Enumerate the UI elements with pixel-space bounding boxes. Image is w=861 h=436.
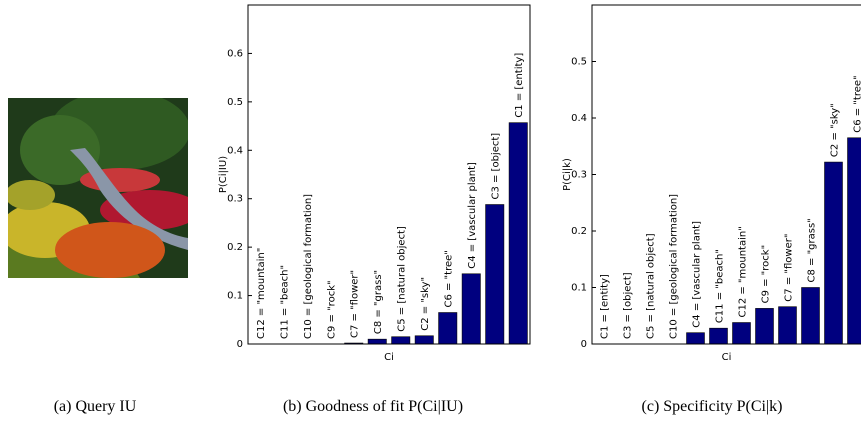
x-axis-label: Ci <box>384 352 394 363</box>
bar <box>438 312 458 345</box>
category-label: C8 = "grass" <box>373 270 384 334</box>
bar <box>732 322 751 345</box>
category-label: C5 = [natural object] <box>397 226 408 332</box>
bar <box>461 273 481 345</box>
bar <box>801 287 820 345</box>
category-label: C5 = [natural object] <box>646 233 657 339</box>
y-tick-label: 0.5 <box>227 97 243 108</box>
bar <box>414 335 434 345</box>
caption: (b) Goodness of fit P(Ci|IU) <box>283 398 463 415</box>
y-axis-label: P(Ci|k) <box>562 158 573 191</box>
category-label: C3 = [object] <box>623 272 634 339</box>
caption: (c) Specificity P(Ci|k) <box>642 398 783 415</box>
bar <box>755 308 774 345</box>
category-label: C9 = "rock" <box>761 245 772 304</box>
category-label: C12 = "mountain" <box>738 226 749 317</box>
y-tick-label: 0 <box>581 339 587 350</box>
y-tick-label: 0.5 <box>571 57 587 68</box>
y-tick-label: 0.3 <box>571 170 587 181</box>
category-label: C2 = "sky" <box>830 103 841 157</box>
category-label: C7 = "flower" <box>350 270 361 338</box>
bar <box>485 204 505 345</box>
y-tick-label: 0.4 <box>571 113 587 124</box>
category-label: C3 = [object] <box>491 133 502 200</box>
y-tick-label: 0.2 <box>571 226 587 237</box>
axes-box <box>247 4 531 345</box>
x-axis-label: Ci <box>722 352 732 363</box>
category-label: C11 = "beach" <box>279 265 290 339</box>
category-label: C4 = [vascular plant] <box>467 162 478 269</box>
y-tick-label: 0.6 <box>227 48 243 59</box>
bar <box>709 327 728 345</box>
bar <box>778 306 797 345</box>
y-axis-label: P(Ci|IU) <box>218 156 229 193</box>
bar <box>686 332 705 345</box>
category-label: C6 = "tree" <box>444 250 455 307</box>
category-label: C1 = [entity] <box>600 274 611 339</box>
y-tick-label: 0.1 <box>227 291 243 302</box>
y-tick-label: 0.1 <box>571 283 587 294</box>
bar <box>824 161 843 345</box>
category-label: C10 = [geological formation] <box>669 194 680 339</box>
bar <box>391 336 411 345</box>
category-label: C9 = "rock" <box>326 280 337 339</box>
y-tick-label: 0.3 <box>227 194 243 205</box>
y-tick-label: 0.2 <box>227 242 243 253</box>
category-label: C7 = "flower" <box>784 234 795 302</box>
category-label: C12 = "mountain" <box>256 248 267 339</box>
category-label: C4 = [vascular plant] <box>692 221 703 328</box>
category-label: C2 = "sky" <box>420 277 431 331</box>
category-label: C8 = "grass" <box>807 218 818 282</box>
y-tick-label: 0 <box>237 339 243 350</box>
category-label: C1 = [entity] <box>514 53 525 118</box>
bar <box>508 122 528 345</box>
caption: (a) Query IU <box>54 398 137 415</box>
bar <box>367 338 387 345</box>
bar <box>847 137 861 345</box>
category-label: C10 = [geological formation] <box>303 194 314 339</box>
axes-box <box>591 4 861 345</box>
query-image <box>8 98 188 278</box>
category-label: C6 = "tree" <box>853 75 861 132</box>
category-label: C11 = "beach" <box>715 249 726 323</box>
y-tick-label: 0.4 <box>227 145 243 156</box>
